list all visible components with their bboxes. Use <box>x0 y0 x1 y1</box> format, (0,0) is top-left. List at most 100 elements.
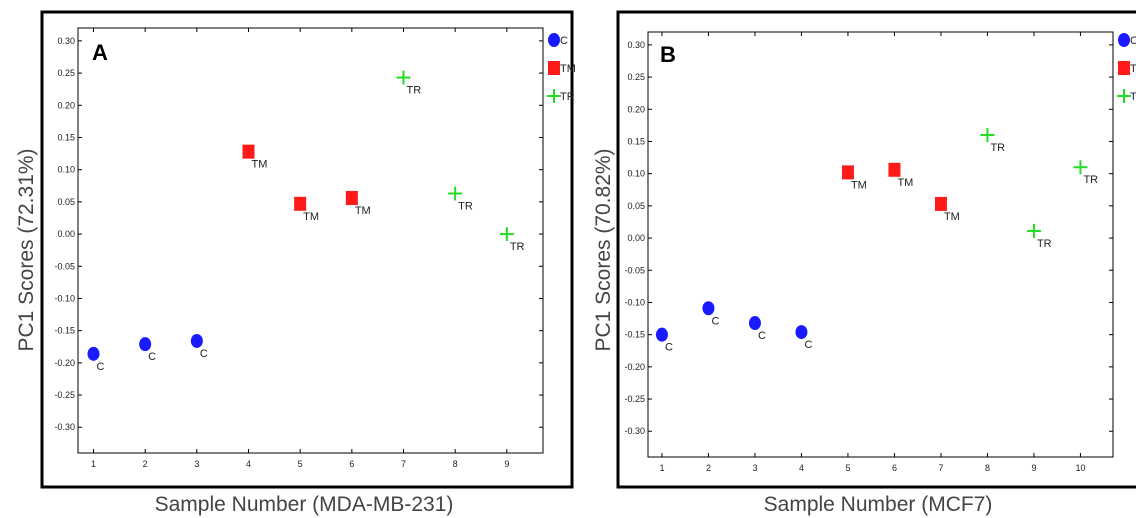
x-tick-label: 5 <box>298 459 303 469</box>
data-point-c <box>702 301 715 316</box>
legend-marker-tm <box>1118 61 1130 75</box>
y-tick-label: 0.05 <box>57 197 75 207</box>
x-tick-label: 2 <box>143 459 148 469</box>
data-point-label: TM <box>897 177 913 189</box>
x-tick-label: 3 <box>194 459 199 469</box>
x-tick-label: 8 <box>985 463 990 473</box>
data-point-tr <box>980 128 995 143</box>
y-tick-label: -0.20 <box>624 362 645 372</box>
panel-b-y-axis-label: PC1 Scores (70.82%) <box>592 148 615 351</box>
data-point-label: TR <box>990 142 1005 154</box>
y-tick-label: 0.15 <box>627 136 645 146</box>
x-tick-label: 1 <box>659 463 664 473</box>
data-point-c <box>190 333 203 348</box>
legend-marker-c <box>1118 33 1130 47</box>
y-tick-label: -0.20 <box>54 358 75 368</box>
panel-b-plot-area <box>647 31 1114 458</box>
legend-label: TR <box>560 91 575 103</box>
panel-b-label: B <box>660 42 676 67</box>
x-tick-label: 4 <box>799 463 804 473</box>
data-point-label: C <box>758 330 766 342</box>
y-tick-label: -0.05 <box>624 265 645 275</box>
legend-marker-tr <box>1117 89 1131 103</box>
data-point-label: C <box>97 361 105 373</box>
data-point-label: TM <box>303 211 319 223</box>
y-tick-label: -0.25 <box>624 394 645 404</box>
y-tick-label: 0.30 <box>627 40 645 50</box>
y-tick-label: 0.30 <box>57 36 75 46</box>
data-point-label: TR <box>1083 174 1098 186</box>
panel-a-x-axis-label: Sample Number (MDA-MB-231) <box>155 493 454 516</box>
panel-a-label: A <box>92 40 108 65</box>
y-tick-label: 0.00 <box>627 233 645 243</box>
x-tick-label: 7 <box>401 459 406 469</box>
data-point-tm <box>242 144 255 159</box>
legend-label: C <box>1130 35 1136 47</box>
x-tick-label: 1 <box>91 459 96 469</box>
data-point-label: TR <box>1037 238 1052 250</box>
y-tick-label: -0.10 <box>54 293 75 303</box>
panel-a-y-axis-label: PC1 Scores (72.31%) <box>15 148 38 351</box>
legend-label: TM <box>1130 63 1136 75</box>
data-point-label: TR <box>407 85 422 97</box>
x-tick-label: 9 <box>504 459 509 469</box>
data-point-label: TM <box>944 211 960 223</box>
x-tick-label: 4 <box>246 459 251 469</box>
y-tick-label: 0.10 <box>627 169 645 179</box>
x-tick-label: 10 <box>1075 463 1085 473</box>
y-tick-label: 0.15 <box>57 132 75 142</box>
x-tick-label: 3 <box>752 463 757 473</box>
x-tick-label: 6 <box>349 459 354 469</box>
data-point-label: C <box>665 342 673 354</box>
data-point-label: TM <box>252 159 268 171</box>
y-tick-label: 0.25 <box>627 72 645 82</box>
panel-a-x-ticks: 1 2 3 4 5 6 7 8 9 <box>91 28 509 469</box>
data-point-tm <box>841 165 854 180</box>
y-tick-label: -0.25 <box>54 390 75 400</box>
data-point-c <box>139 337 152 352</box>
data-point-c <box>748 316 761 331</box>
data-point-label: C <box>804 339 812 351</box>
legend-marker-tm <box>548 61 560 75</box>
y-tick-label: 0.20 <box>627 104 645 114</box>
data-point-label: TM <box>355 205 371 217</box>
y-tick-label: 0.05 <box>627 201 645 211</box>
data-point-label: TM <box>851 179 867 191</box>
y-tick-label: 0.25 <box>57 68 75 78</box>
legend-marker-tr <box>547 89 561 103</box>
panel-a-plot-area <box>77 27 544 454</box>
data-point-tr <box>448 186 463 201</box>
data-point-tm <box>934 196 947 211</box>
data-point-tr <box>1026 223 1041 238</box>
legend-label: C <box>560 35 568 47</box>
data-point-tm <box>888 162 901 177</box>
x-tick-label: 9 <box>1031 463 1036 473</box>
y-tick-label: -0.15 <box>624 330 645 340</box>
panel-a-frame <box>40 10 574 489</box>
legend-label: TM <box>560 63 576 75</box>
data-point-tr <box>1073 160 1088 175</box>
x-tick-label: 6 <box>892 463 897 473</box>
data-point-tm <box>294 196 307 211</box>
y-tick-label: -0.30 <box>624 426 645 436</box>
y-tick-label: 0.10 <box>57 165 75 175</box>
data-point-tr <box>396 70 411 85</box>
panel-b-points: C C C C TM TM TM TR TR TR <box>655 128 1098 354</box>
panel-a-legend: C TM TR <box>547 33 576 103</box>
panel-b-y-ticks: 0.30 0.25 0.20 0.15 0.10 0.05 0.00 -0.05 -0.10 -0… <box>624 40 1113 436</box>
data-point-tm <box>345 191 358 205</box>
x-tick-label: 2 <box>706 463 711 473</box>
data-point-c <box>87 346 100 361</box>
data-point-label: C <box>200 348 208 360</box>
data-point-label: TR <box>510 241 525 253</box>
legend-marker-c <box>548 33 560 47</box>
data-point-c <box>655 327 668 342</box>
data-point-tr <box>499 227 514 242</box>
panel-a-points: C C C TM TM TM TR TR TR <box>87 70 525 373</box>
data-point-label: C <box>711 315 719 327</box>
panel-b: PC1 Scores (70.82%) Sample Number (MCF7)… <box>592 10 1136 516</box>
data-point-label: C <box>148 351 156 363</box>
x-tick-label: 5 <box>845 463 850 473</box>
y-tick-label: -0.05 <box>54 261 75 271</box>
panel-a: PC1 Scores (72.31%) Sample Number (MDA-M… <box>15 10 576 516</box>
